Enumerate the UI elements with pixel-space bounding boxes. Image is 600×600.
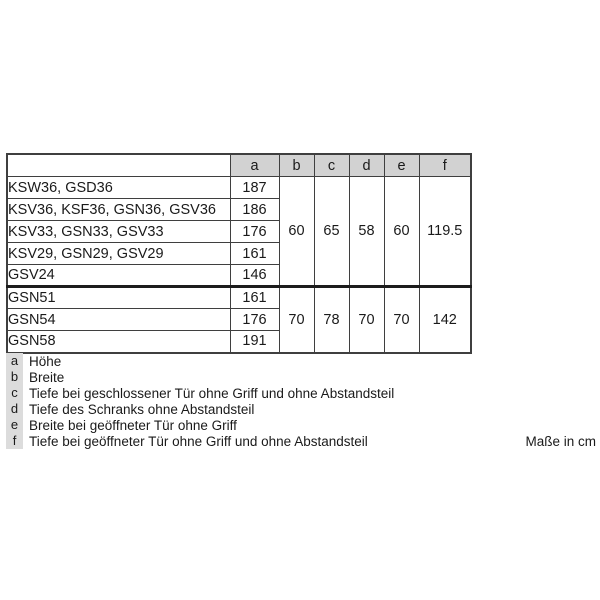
legend-item-e: e Breite bei geöffneter Tür ohne Griff bbox=[6, 417, 394, 433]
value-a: 161 bbox=[229, 285, 280, 309]
table-row: KSV29, GSN29, GSV29 161 bbox=[6, 242, 471, 265]
shared-value-b: 60 bbox=[278, 176, 315, 287]
legend-key: d bbox=[6, 401, 23, 417]
legend-label: Tiefe des Schranks ohne Abstandsteil bbox=[29, 401, 255, 417]
model-names: GSN54 bbox=[6, 308, 231, 331]
header-col-a: a bbox=[229, 153, 280, 177]
value-a: 191 bbox=[229, 330, 280, 353]
model-names: GSN58 bbox=[6, 330, 231, 353]
shared-value-e: 60 bbox=[383, 176, 420, 287]
header-col-f: f bbox=[418, 153, 472, 177]
shared-value-c: 65 bbox=[313, 176, 350, 287]
dimensions-table: a b c d e f KSW36, GSD36 187 60 65 58 60… bbox=[6, 153, 472, 354]
legend-label: Tiefe bei geöffneter Tür ohne Griff und … bbox=[29, 433, 368, 449]
legend-item-a: a Höhe bbox=[6, 353, 394, 369]
table-row: KSV36, KSF36, GSN36, GSV36 186 bbox=[6, 198, 471, 221]
legend-key: a bbox=[6, 353, 23, 369]
legend-label: Höhe bbox=[29, 353, 62, 369]
shared-value-b: 70 bbox=[278, 285, 315, 353]
header-empty-cell bbox=[6, 153, 231, 177]
shared-value-e: 70 bbox=[383, 285, 420, 353]
shared-value-d: 70 bbox=[348, 285, 385, 353]
value-a: 187 bbox=[229, 176, 280, 199]
legend-key: e bbox=[6, 417, 23, 433]
legend-key: c bbox=[6, 385, 23, 401]
legend-label: Breite bbox=[29, 369, 65, 385]
shared-value-c: 78 bbox=[313, 285, 350, 353]
model-names: GSN51 bbox=[6, 285, 231, 309]
legend-key: f bbox=[6, 433, 23, 449]
header-col-e: e bbox=[383, 153, 420, 177]
legend-label: Tiefe bei geschlossener Tür ohne Griff u… bbox=[29, 385, 395, 401]
header-col-c: c bbox=[313, 153, 350, 177]
legend-item-c: c Tiefe bei geschlossener Tür ohne Griff… bbox=[6, 385, 394, 401]
value-a: 146 bbox=[229, 264, 280, 287]
legend-item-d: d Tiefe des Schranks ohne Abstandsteil bbox=[6, 401, 394, 417]
value-a: 186 bbox=[229, 198, 280, 221]
legend-key: b bbox=[6, 369, 23, 385]
model-names: KSV33, GSN33, GSV33 bbox=[6, 220, 231, 243]
legend-item-b: b Breite bbox=[6, 369, 394, 385]
header-col-d: d bbox=[348, 153, 385, 177]
legend-item-f: f Tiefe bei geöffneter Tür ohne Griff un… bbox=[6, 433, 394, 449]
model-names: KSV29, GSN29, GSV29 bbox=[6, 242, 231, 265]
model-names: GSV24 bbox=[6, 264, 231, 287]
table-header-row: a b c d e f bbox=[6, 153, 472, 177]
model-names: KSW36, GSD36 bbox=[6, 176, 231, 199]
shared-value-f: 119.5 bbox=[418, 176, 472, 287]
table-row: GSN58 191 bbox=[6, 330, 471, 353]
units-footnote: Maße in cm bbox=[525, 434, 596, 449]
value-a: 161 bbox=[229, 242, 280, 265]
table-row: KSW36, GSD36 187 60 65 58 60 119.5 bbox=[6, 176, 472, 287]
legend-label: Breite bei geöffneter Tür ohne Griff bbox=[29, 417, 237, 433]
table-row: GSN51 161 70 78 70 70 142 bbox=[6, 285, 472, 353]
value-a: 176 bbox=[229, 308, 280, 331]
table-row: GSN54 176 bbox=[6, 308, 471, 331]
model-names: KSV36, KSF36, GSN36, GSV36 bbox=[6, 198, 231, 221]
value-a: 176 bbox=[229, 220, 280, 243]
shared-value-f: 142 bbox=[418, 285, 472, 353]
header-col-b: b bbox=[278, 153, 315, 177]
shared-value-d: 58 bbox=[348, 176, 385, 287]
dimension-legend: a Höhe b Breite c Tiefe bei geschlossene… bbox=[6, 353, 394, 449]
